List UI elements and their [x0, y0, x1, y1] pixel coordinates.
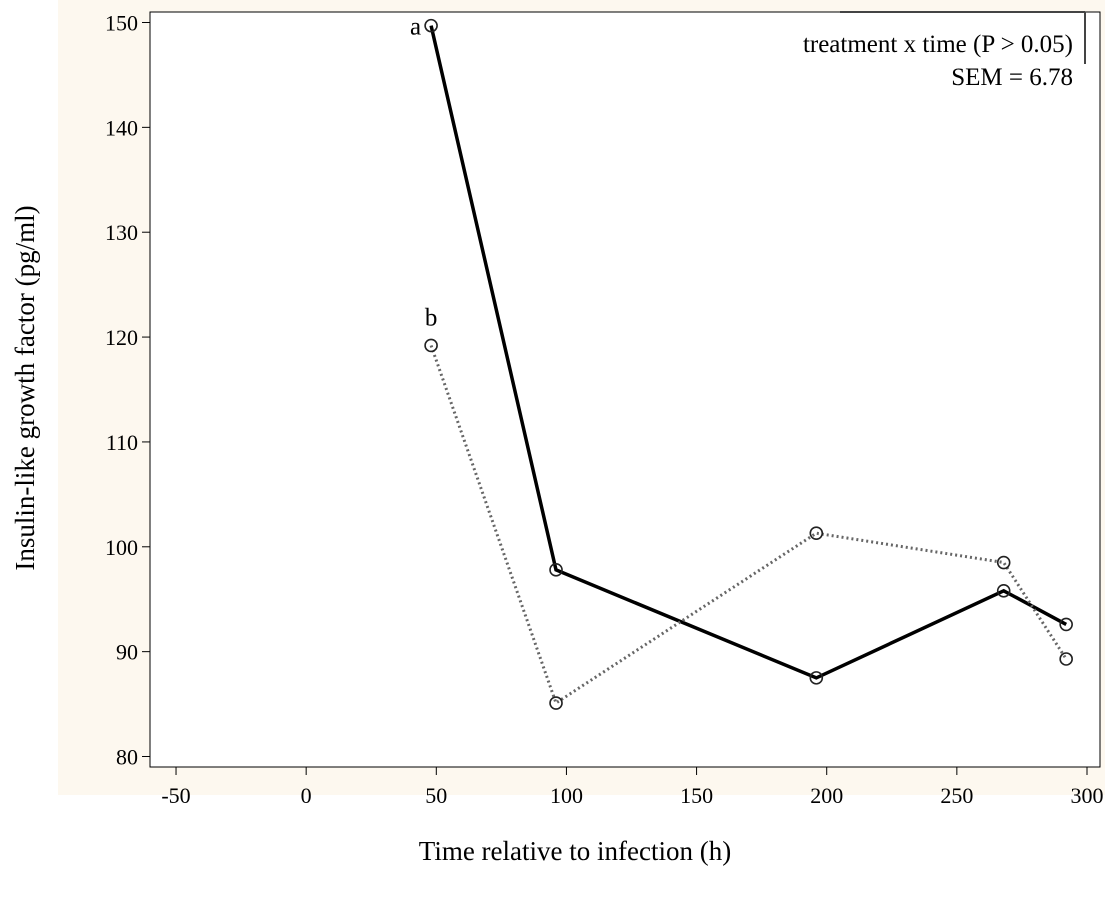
y-tick-label: 110 [106, 430, 138, 455]
series-line-1 [429, 25, 1068, 680]
series-1-point [1059, 617, 1073, 632]
x-tick-label: 200 [810, 783, 843, 808]
series-1-point [424, 18, 438, 33]
points-layer [424, 18, 1073, 710]
y-tick-label: 120 [105, 325, 138, 350]
annotation-line-2: SEM = 6.78 [951, 64, 1073, 91]
series-1-point [996, 584, 1011, 598]
y-tick-label: 140 [105, 115, 138, 140]
point-label-a: a [410, 14, 421, 41]
y-tick-label: 90 [116, 640, 138, 665]
x-tick-label: 150 [680, 783, 713, 808]
y-tick-label: 150 [105, 10, 138, 35]
annotation-line-1: treatment x time (P > 0.05) [803, 31, 1073, 58]
series-2-point [549, 696, 563, 710]
series-2-point [1059, 652, 1073, 666]
series-1-point [549, 563, 563, 577]
plot-area [149, 11, 1101, 768]
series-2-point [809, 526, 824, 540]
axes: -50 0 50 100 150 200 250 300 80 90 100 110 120 130 140… [105, 10, 1103, 808]
x-tick-label: -50 [161, 783, 190, 808]
y-tick-label: 100 [105, 535, 138, 560]
x-tick-label: 250 [940, 783, 973, 808]
x-tick-label: 0 [301, 783, 312, 808]
y-tick-label: 80 [116, 745, 138, 770]
x-tick-label: 300 [1070, 783, 1103, 808]
series-1-point [809, 671, 824, 685]
y-tick-label: 130 [105, 220, 138, 245]
x-tick-label: 50 [425, 783, 447, 808]
x-tick-label: 100 [550, 783, 583, 808]
y-axis-title: Insulin-like growth factor (pg/ml) [10, 205, 40, 570]
x-axis-title: Time relative to infection (h) [419, 836, 731, 866]
series-2-point [996, 555, 1011, 570]
point-label-b: b [425, 304, 438, 331]
series-2-point [424, 338, 438, 353]
point-labels: ab [410, 14, 437, 332]
series-layer [429, 25, 1068, 706]
